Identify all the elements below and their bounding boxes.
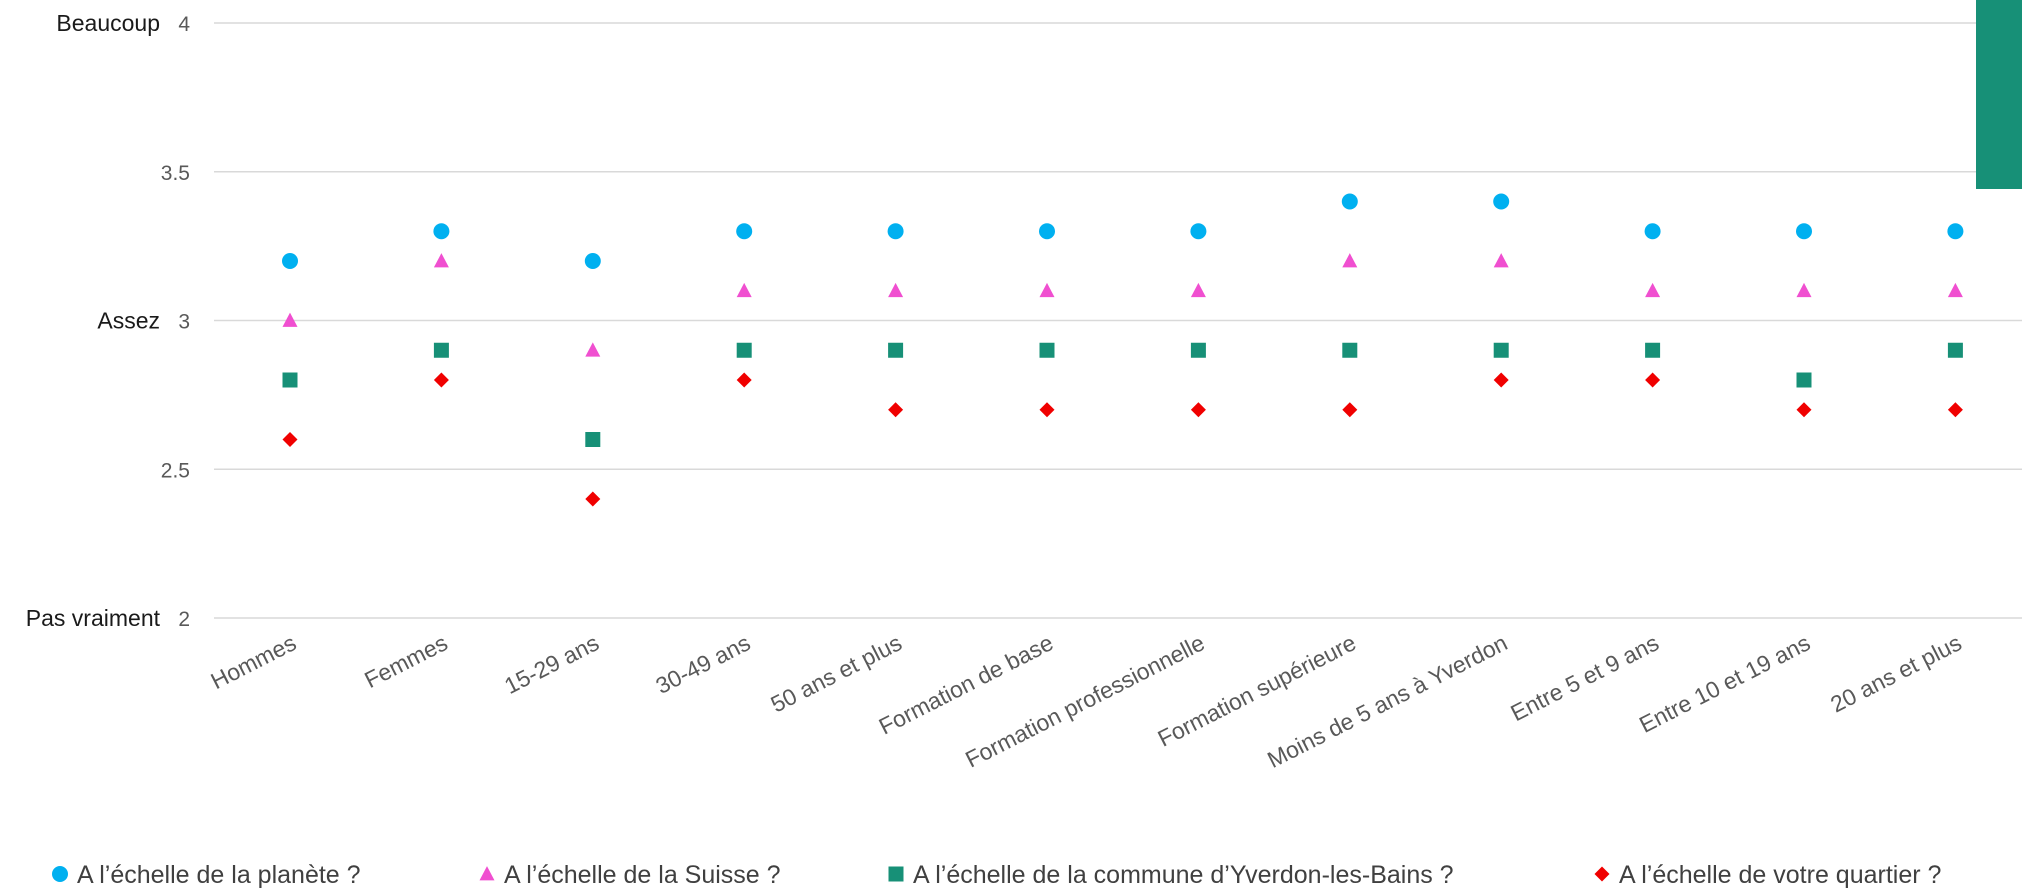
data-point <box>1645 282 1661 298</box>
data-point <box>888 282 904 298</box>
data-point <box>1947 402 1963 418</box>
data-point <box>1190 342 1206 358</box>
x-category-label: Femmes <box>360 629 452 693</box>
data-point <box>1493 342 1509 358</box>
y-tick-label: 3.5 <box>161 162 190 185</box>
data-point <box>1947 342 1963 358</box>
data-point <box>282 372 298 388</box>
legend-entry: A l’échelle de la commune d’Yverdon-les-… <box>913 861 1454 888</box>
x-category-label: 20 ans et plus <box>1826 629 1965 717</box>
data-point <box>1039 223 1055 240</box>
y-tick-label: 3 <box>178 311 190 334</box>
y-tick-label: 2 <box>178 608 190 631</box>
y-level-label: Pas vraiment <box>26 605 161 631</box>
data-point <box>1947 282 1963 298</box>
data-point <box>1342 342 1358 358</box>
data-point <box>1039 402 1055 418</box>
data-point <box>1493 372 1509 388</box>
legend-marker <box>888 866 904 882</box>
legend-entry: A l’échelle de la planète ? <box>77 861 361 888</box>
legend-marker <box>1594 866 1610 882</box>
data-point <box>1342 253 1358 268</box>
x-category-label: Hommes <box>206 629 300 694</box>
series-2 <box>282 253 1963 357</box>
data-point <box>888 342 904 358</box>
data-point <box>1341 193 1358 210</box>
data-point <box>585 491 601 507</box>
data-point <box>433 372 449 388</box>
data-point <box>1645 372 1661 388</box>
y-tick-label: 4 <box>178 13 190 36</box>
data-point <box>888 402 904 418</box>
series-4 <box>282 372 1963 507</box>
series-1 <box>282 193 1964 269</box>
data-point <box>433 342 449 358</box>
y-level-label: Assez <box>97 308 160 334</box>
data-point <box>736 372 752 388</box>
data-point <box>887 223 904 240</box>
data-point <box>1190 282 1206 298</box>
data-point <box>736 342 752 358</box>
data-point <box>282 432 298 447</box>
data-point <box>1645 342 1661 358</box>
data-point <box>1796 282 1812 298</box>
legend-entry: A l’échelle de la Suisse ? <box>504 861 781 888</box>
data-point <box>736 223 753 240</box>
data-point <box>1947 223 1964 240</box>
data-point <box>585 342 601 357</box>
x-category-label: 30-49 ans <box>652 629 755 699</box>
accent-bar <box>1976 0 2022 189</box>
data-point <box>1796 223 1812 240</box>
data-point <box>585 432 601 447</box>
legend: A l’échelle de la planète ? A l’échelle d… <box>52 861 1941 888</box>
y-level-label: Beaucoup <box>56 10 160 36</box>
data-point <box>1644 223 1661 240</box>
x-category-label: Moins de 5 ans à Yverdon <box>1263 629 1511 773</box>
data-point <box>1796 402 1812 418</box>
data-point <box>1190 223 1207 240</box>
data-point <box>282 253 298 269</box>
data-point <box>1190 402 1206 418</box>
data-point <box>433 223 450 240</box>
series-3 <box>282 342 1963 447</box>
x-axis: Hommes Femmes 15-29 ans 30-49 ans 50 ans et … <box>206 629 1965 773</box>
legend-entry: A l’échelle de votre quartier ? <box>1619 861 1941 888</box>
y-axis: 2 2.5 3 3.5 4 Beaucoup Assez Pas vraiment <box>26 10 191 631</box>
data-point <box>433 253 449 268</box>
data-point <box>1039 282 1055 298</box>
data-point <box>1039 342 1055 358</box>
x-category-label: Entre 10 et 19 ans <box>1635 629 1814 738</box>
legend-marker <box>52 866 68 882</box>
data-point <box>282 312 298 327</box>
data-point <box>1342 402 1358 418</box>
data-point <box>1493 253 1509 268</box>
data-points <box>282 193 1964 507</box>
x-category-label: Formation professionnelle <box>961 629 1209 772</box>
gridlines <box>214 22 2022 619</box>
data-point <box>736 282 752 298</box>
legend-marker <box>479 866 495 881</box>
data-point <box>584 253 601 269</box>
data-point <box>1493 193 1510 210</box>
y-tick-label: 2.5 <box>161 459 190 482</box>
x-category-label: 15-29 ans <box>500 629 603 699</box>
data-point <box>1796 372 1812 388</box>
x-category-label: 50 ans et plus <box>766 629 905 717</box>
